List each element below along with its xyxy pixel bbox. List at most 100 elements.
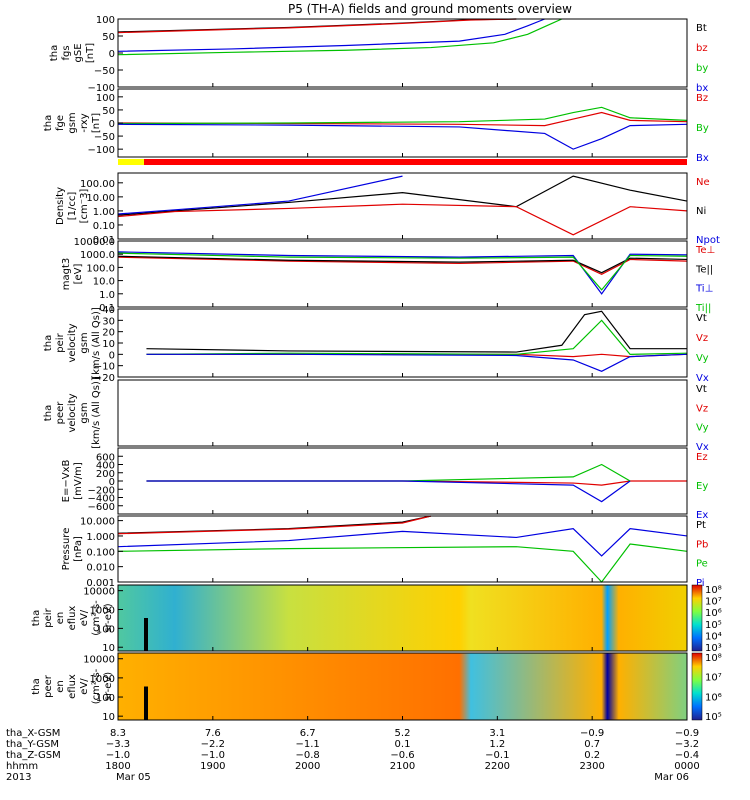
x-row-value: −0.9 bbox=[675, 728, 699, 739]
y-tick-label: 1000.0 bbox=[80, 250, 115, 261]
legend-entry: Ti⊥ bbox=[695, 284, 713, 295]
x-row-value: Mar 05 bbox=[116, 772, 151, 783]
y-tick-label: 100 bbox=[96, 693, 115, 704]
legend-entry: Vz bbox=[696, 333, 708, 344]
series-Vy bbox=[146, 319, 688, 355]
x-row-value: 1.2 bbox=[489, 739, 505, 750]
y-tick-label: 0.010 bbox=[86, 563, 115, 574]
series-Pt bbox=[117, 515, 432, 534]
y-tick-label: 10000.0 bbox=[74, 237, 115, 248]
x-row-label: tha_X-GSM bbox=[6, 728, 60, 739]
y-axis-label: magt3[eV] bbox=[61, 258, 84, 291]
y-tick-label: 0.001 bbox=[86, 578, 115, 589]
legend-entry: Ni bbox=[696, 206, 706, 217]
y-tick-label: 0 bbox=[109, 49, 115, 60]
status-bar-yellow bbox=[118, 159, 144, 165]
x-row-value: 2000 bbox=[295, 761, 320, 772]
x-row-value: −3.2 bbox=[675, 739, 699, 750]
colorbar-tick-label: 10⁶ bbox=[705, 608, 722, 619]
x-row-label: hhmm bbox=[6, 761, 38, 772]
series-Bx bbox=[117, 123, 688, 150]
panel-peer_velocity: Vt Vz Vy Vx thapeervelocitygsm[km/s (All Qs)… bbox=[43, 377, 709, 453]
data-gap bbox=[144, 618, 148, 651]
x-row-value: Mar 06 bbox=[654, 772, 689, 783]
colorbar-tick-label: 10⁸ bbox=[705, 653, 722, 664]
x-row-value: −1.0 bbox=[106, 750, 130, 761]
x-row-label: tha_Y-GSM bbox=[6, 739, 59, 750]
series-bz bbox=[117, 18, 517, 34]
legend-entry: By bbox=[696, 123, 709, 134]
x-row-value: 3.1 bbox=[489, 728, 505, 739]
heatmap-image bbox=[118, 585, 687, 651]
legend-entry: Vx bbox=[696, 442, 709, 453]
legend-entry: Ex bbox=[696, 510, 708, 521]
y-tick-label: 20 bbox=[102, 328, 115, 339]
x-row-value: −0.8 bbox=[296, 750, 320, 761]
y-tick-label: 0.01 bbox=[93, 235, 115, 246]
x-row-value: −1.0 bbox=[201, 750, 225, 761]
series-Npot bbox=[117, 175, 403, 215]
series-Te|| bbox=[117, 255, 688, 274]
y-tick-label: 1.0 bbox=[99, 290, 115, 301]
legend-entry: Pe bbox=[696, 559, 708, 570]
y-tick-label: 10.000 bbox=[80, 517, 115, 528]
panels: 100500−50−100BtbzbybxthafgsgSE[nT]100500… bbox=[31, 15, 722, 723]
y-tick-label: 0 bbox=[109, 119, 115, 130]
y-tick-label: 10 bbox=[102, 712, 115, 723]
y-tick-label: −20 bbox=[94, 373, 115, 384]
series-Ey bbox=[146, 463, 631, 482]
legend-entry: Bx bbox=[696, 153, 709, 164]
colorbar-tick-label: 10⁴ bbox=[705, 631, 722, 642]
y-tick-label: 10000 bbox=[83, 587, 115, 598]
y-tick-label: −400 bbox=[88, 494, 115, 505]
series-Ex bbox=[146, 480, 631, 503]
series-Vx bbox=[146, 353, 688, 372]
x-row-value: −2.2 bbox=[201, 739, 225, 750]
panel-pressure: 10.000 1.000 0.100 0.010 0.001 Pt Pb Pe Pi Pressu… bbox=[61, 515, 708, 589]
y-tick-label: 10000 bbox=[83, 655, 115, 666]
legend-entry: Bt bbox=[696, 23, 707, 34]
legend-entry: by bbox=[696, 63, 708, 74]
y-tick-label: 1000 bbox=[90, 606, 115, 617]
colorbar-tick-label: 10⁷ bbox=[705, 673, 722, 684]
y-tick-label: 10.00 bbox=[86, 193, 115, 204]
series-Vt bbox=[146, 310, 687, 353]
colorbar-tick-label: 10⁵ bbox=[705, 620, 722, 631]
series-Pi bbox=[117, 528, 688, 557]
y-tick-label: 50 bbox=[102, 106, 115, 117]
panel-frame bbox=[117, 379, 688, 447]
y-tick-label: −50 bbox=[94, 66, 115, 77]
y-tick-label: 0 bbox=[109, 477, 115, 488]
colorbar bbox=[691, 652, 703, 721]
y-tick-label: 1.000 bbox=[86, 532, 115, 543]
x-row-value: 0.2 bbox=[584, 750, 600, 761]
y-tick-label: −100 bbox=[88, 145, 115, 156]
y-tick-label: 100.0 bbox=[86, 263, 115, 274]
legend-entry: Pb bbox=[696, 539, 708, 550]
y-tick-label: 100 bbox=[96, 624, 115, 635]
legend-entry: Vt bbox=[696, 384, 707, 395]
x-row-label: 2013 bbox=[6, 772, 31, 783]
series-Ti|| bbox=[117, 252, 688, 291]
colorbar bbox=[691, 584, 703, 652]
y-axis-label: thafgegsm-rxy[nT] bbox=[43, 112, 102, 133]
y-tick-label: 200 bbox=[96, 469, 115, 480]
series-Ni bbox=[117, 175, 688, 216]
colorbar-tick-label: 10⁵ bbox=[705, 712, 722, 723]
x-row-value: 0.1 bbox=[395, 739, 411, 750]
x-row-value: 0000 bbox=[674, 761, 699, 772]
legend-entry: Ti|| bbox=[695, 303, 711, 314]
legend-entry: Pt bbox=[696, 520, 706, 531]
legend-entry: Vt bbox=[696, 313, 707, 324]
panel-density: 100.00 10.00 1.00 0.10 0.01 Ne Ni Npot Density[1… bbox=[55, 172, 720, 246]
x-row-value: −0.9 bbox=[580, 728, 604, 739]
panel-peer_eflux: 10⁸ 10⁷ 10⁶ 10⁵ 10000 1000 100 10 thapeereneflux… bbox=[31, 652, 722, 723]
x-row-value: −0.6 bbox=[390, 750, 414, 761]
y-tick-label: 10.0 bbox=[93, 277, 115, 288]
colorbar-tick-label: 10⁷ bbox=[705, 597, 722, 608]
legend-entry: Te|| bbox=[695, 264, 713, 275]
y-axis-label: thapeerenefluxeV/(cm²-s-sr-eV) bbox=[31, 668, 114, 704]
